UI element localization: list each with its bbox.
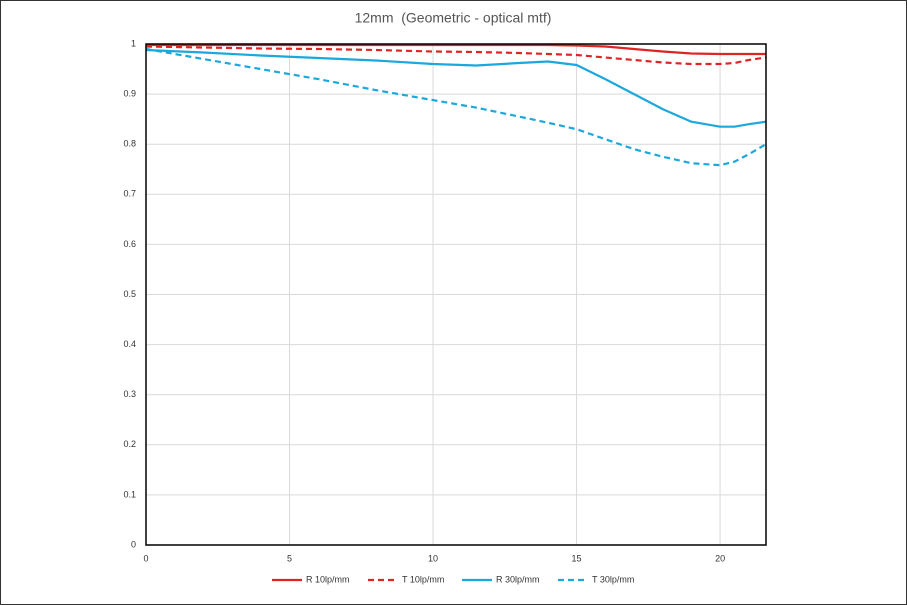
legend-label: R 10lp/mm — [306, 574, 350, 584]
y-tick-label: 0.1 — [123, 489, 136, 499]
legend-label: T 30lp/mm — [592, 574, 634, 584]
series-line — [146, 43, 766, 56]
x-tick-label: 5 — [287, 553, 292, 563]
y-tick-label: 0.6 — [123, 239, 136, 249]
series-line — [145, 45, 767, 66]
y-tick-label: 0.3 — [123, 389, 136, 399]
y-tick-label: 1 — [131, 38, 136, 48]
x-tick-label: 15 — [572, 553, 582, 563]
y-tick-label: 0.9 — [123, 88, 136, 98]
y-tick-label: 0 — [131, 539, 136, 549]
y-tick-label: 0.7 — [123, 189, 136, 199]
y-tick-label: 0.2 — [123, 439, 136, 449]
y-tick-label: 0.5 — [123, 289, 136, 299]
plot-border — [145, 43, 767, 546]
y-tick-label: 0.8 — [123, 139, 136, 149]
y-tick-label: 0.4 — [123, 339, 136, 349]
legend-label: T 10lp/mm — [402, 574, 444, 584]
series-line — [145, 48, 767, 128]
chart-title: 12mm (Geometric - optical mtf) — [355, 10, 552, 26]
x-tick-label: 10 — [428, 553, 438, 563]
x-tick-label: 0 — [143, 553, 148, 563]
legend-label: R 30lp/mm — [496, 574, 540, 584]
series-line — [145, 47, 767, 167]
x-tick-label: 20 — [715, 553, 725, 563]
